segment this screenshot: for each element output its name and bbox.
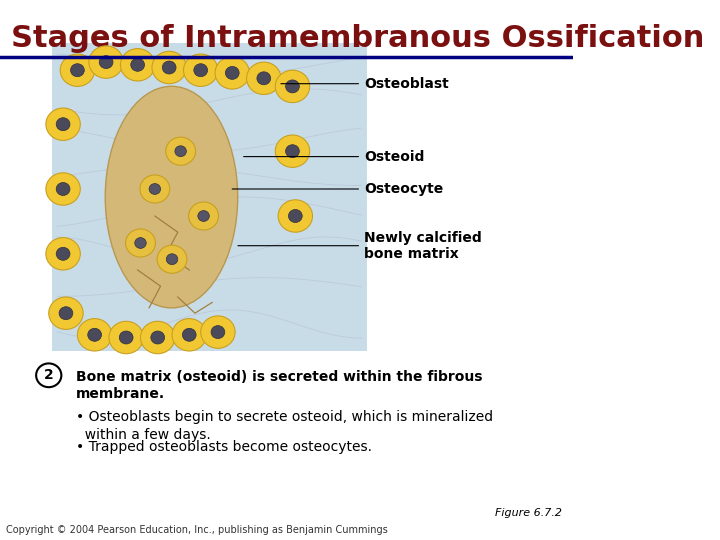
Text: Osteoblast: Osteoblast <box>364 77 449 91</box>
Circle shape <box>257 72 271 85</box>
Circle shape <box>36 363 61 387</box>
Circle shape <box>166 137 196 165</box>
Text: Osteoid: Osteoid <box>364 150 425 164</box>
Circle shape <box>275 70 310 103</box>
Circle shape <box>131 58 145 71</box>
Circle shape <box>71 64 84 77</box>
Circle shape <box>152 51 186 84</box>
Text: • Trapped osteoblasts become osteocytes.: • Trapped osteoblasts become osteocytes. <box>76 440 372 454</box>
Circle shape <box>46 238 81 270</box>
Circle shape <box>198 211 210 221</box>
FancyBboxPatch shape <box>52 43 367 351</box>
Circle shape <box>99 56 113 69</box>
Text: Newly calcified
bone matrix: Newly calcified bone matrix <box>364 231 482 261</box>
Text: Stages of Intramembranous Ossification: Stages of Intramembranous Ossification <box>12 24 705 53</box>
Circle shape <box>140 321 175 354</box>
Text: 2: 2 <box>44 368 53 382</box>
Circle shape <box>140 175 170 203</box>
Ellipse shape <box>105 86 238 308</box>
Circle shape <box>246 62 281 94</box>
Text: Copyright © 2004 Pearson Education, Inc., publishing as Benjamin Cummings: Copyright © 2004 Pearson Education, Inc.… <box>6 524 387 535</box>
Circle shape <box>184 54 218 86</box>
Circle shape <box>60 54 94 86</box>
Text: • Osteoblasts begin to secrete osteoid, which is mineralized
  within a few days: • Osteoblasts begin to secrete osteoid, … <box>76 410 492 442</box>
Text: Figure 6.7.2: Figure 6.7.2 <box>495 508 562 518</box>
Circle shape <box>175 146 186 157</box>
Circle shape <box>172 319 207 351</box>
Circle shape <box>225 66 239 79</box>
Circle shape <box>189 202 218 230</box>
Circle shape <box>46 108 81 140</box>
Circle shape <box>135 238 146 248</box>
Circle shape <box>150 331 165 344</box>
Circle shape <box>56 247 70 260</box>
Circle shape <box>194 64 207 77</box>
Circle shape <box>182 328 196 341</box>
Circle shape <box>211 326 225 339</box>
Text: Bone matrix (osteoid) is secreted within the fibrous
membrane.: Bone matrix (osteoid) is secreted within… <box>76 370 482 401</box>
Circle shape <box>46 173 81 205</box>
Circle shape <box>286 145 300 158</box>
Circle shape <box>286 80 300 93</box>
Circle shape <box>157 245 187 273</box>
Circle shape <box>120 49 155 81</box>
Circle shape <box>109 321 143 354</box>
Circle shape <box>88 328 102 341</box>
Circle shape <box>166 254 178 265</box>
Circle shape <box>289 210 302 222</box>
Circle shape <box>162 61 176 74</box>
Circle shape <box>149 184 161 194</box>
Circle shape <box>275 135 310 167</box>
Circle shape <box>215 57 249 89</box>
Circle shape <box>120 331 133 344</box>
Circle shape <box>78 319 112 351</box>
Circle shape <box>59 307 73 320</box>
Circle shape <box>125 229 156 257</box>
Text: Osteocyte: Osteocyte <box>364 182 444 196</box>
Circle shape <box>278 200 312 232</box>
Circle shape <box>56 183 70 195</box>
Circle shape <box>56 118 70 131</box>
Circle shape <box>89 46 123 78</box>
Circle shape <box>49 297 83 329</box>
Circle shape <box>201 316 235 348</box>
